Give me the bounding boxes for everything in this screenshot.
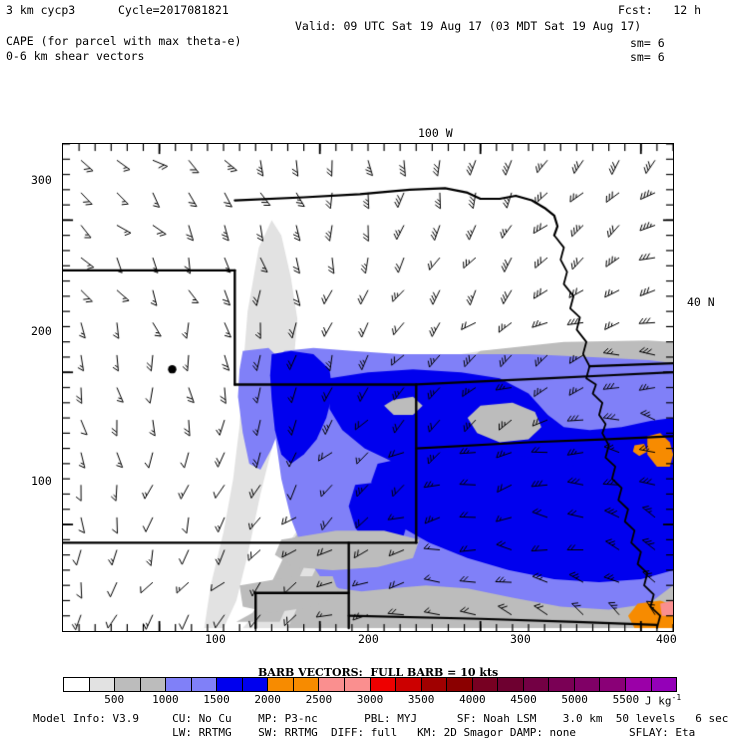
colorbar-tick: 1500 [203, 693, 230, 706]
latitude-label: 40 N [687, 295, 715, 309]
colorbar-swatch [115, 678, 141, 691]
colorbar-swatch [396, 678, 422, 691]
longitude-label: 100 W [418, 126, 453, 140]
y-axis-tick-300: 300 [31, 173, 52, 187]
colorbar-unit-label: J kg-1 [645, 693, 681, 708]
colorbar-swatch [140, 678, 167, 691]
colorbar-swatch [242, 678, 269, 691]
cape-colorbar [63, 677, 677, 692]
x-axis-tick-300: 300 [510, 632, 531, 646]
colorbar-swatch [626, 678, 652, 691]
colorbar-tick: 4000 [459, 693, 486, 706]
y-axis-tick-200: 200 [31, 324, 52, 338]
x-axis-tick-400: 400 [656, 632, 677, 646]
colorbar-swatch [447, 678, 473, 691]
field-title-label: CAPE (for parcel with max theta-e) [6, 34, 242, 48]
colorbar-swatch [498, 678, 524, 691]
colorbar-tick: 1000 [152, 693, 179, 706]
forecast-hour-label: Fcst: 12 h [618, 3, 702, 17]
colorbar-swatch [64, 678, 90, 691]
colorbar-tick-labels: 500 1000 1500 2000 2500 3000 3500 4000 4500 5000 5… [63, 693, 677, 707]
colorbar-swatch [472, 678, 499, 691]
cape-field-canvas [63, 144, 673, 631]
colorbar-swatch [370, 678, 397, 691]
vector-field-label: 0-6 km shear vectors [6, 49, 145, 63]
colorbar-swatch [191, 678, 218, 691]
map-plot-area[interactable] [62, 143, 674, 632]
colorbar-swatch [600, 678, 627, 691]
colorbar-swatch [268, 678, 294, 691]
colorbar-tick: 2500 [305, 693, 333, 706]
model-resolution-label: 3 km cycp3 [6, 3, 76, 17]
colorbar-tick: 2000 [254, 693, 281, 706]
barb-vectors-caption: BARB VECTORS: FULL BARB = 10 kts [258, 666, 499, 679]
colorbar-swatch [217, 678, 243, 691]
colorbar-swatch [549, 678, 575, 691]
colorbar-unit-text: J kg [645, 694, 672, 708]
colorbar-swatch [523, 678, 550, 691]
colorbar-tick: 3000 [356, 693, 384, 706]
colorbar-tick: 4500 [510, 693, 537, 706]
colorbar-swatch [421, 678, 448, 691]
model-info-line-2: LW: RRTMG SW: RRTMG DIFF: full KM: 2D Sm… [33, 726, 696, 739]
colorbar-swatch [574, 678, 601, 691]
colorbar-tick: 5000 [561, 693, 588, 706]
colorbar-swatch [293, 678, 320, 691]
colorbar-swatch [345, 678, 371, 691]
valid-time-label: Valid: 09 UTC Sat 19 Aug 17 (03 MDT Sat … [295, 19, 642, 33]
cycle-label: Cycle=2017081821 [118, 3, 229, 17]
x-axis-tick-100: 100 [205, 632, 226, 646]
smoothing-label-2: sm= 6 [630, 50, 665, 64]
colorbar-swatch [319, 678, 346, 691]
x-axis-tick-200: 200 [358, 632, 379, 646]
colorbar-tick: 500 [104, 693, 125, 706]
colorbar-tick: 5500 [612, 693, 640, 706]
colorbar-swatch [166, 678, 192, 691]
colorbar-swatch [89, 678, 116, 691]
smoothing-label-1: sm= 6 [630, 36, 665, 50]
colorbar-tick: 3500 [407, 693, 435, 706]
y-axis-tick-100: 100 [31, 474, 52, 488]
colorbar-unit-exponent: -1 [671, 693, 682, 702]
colorbar-swatch [651, 678, 677, 691]
model-info-line-1: Model Info: V3.9 CU: No Cu MP: P3-nc PBL… [33, 712, 729, 725]
